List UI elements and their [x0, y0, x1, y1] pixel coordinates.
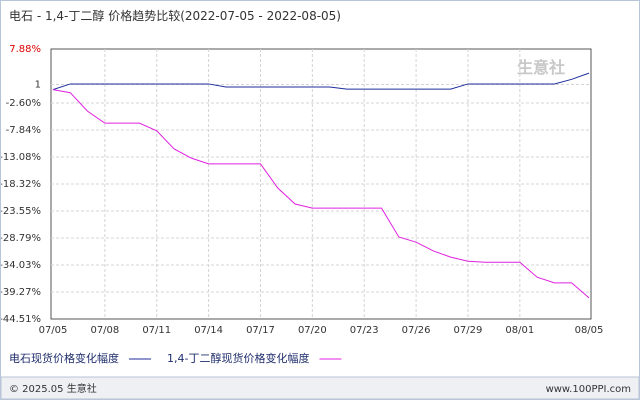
series-line	[52, 72, 590, 91]
x-tick-label: 08/01	[505, 325, 534, 336]
y-tick-label: -34.03%	[1, 260, 41, 271]
series-line	[52, 89, 590, 299]
footer-bar	[1, 376, 639, 399]
y-tick-label: -23.55%	[1, 206, 41, 217]
footer-site: www.100PPI.com	[546, 384, 631, 395]
y-tick-label: -2.60%	[6, 98, 41, 109]
legend-label: 电石现货价格变化幅度	[9, 351, 119, 365]
y-tick-label: -13.08%	[1, 152, 41, 163]
y-tick-label: -39.27%	[1, 287, 41, 298]
y-tick-label: 7.88%	[9, 44, 41, 55]
x-tick-label: 07/23	[350, 325, 379, 336]
x-tick-label: 07/20	[298, 325, 327, 336]
y-tick-label: -28.79%	[1, 233, 41, 244]
legend-label: 1,4-丁二醇现货价格变化幅度	[167, 351, 309, 365]
x-tick-label: 07/29	[454, 325, 483, 336]
chart-title: 电石 - 1,4-丁二醇 价格趋势比较(2022-07-05 - 2022-08…	[9, 8, 341, 23]
y-tick-label: -18.32%	[1, 179, 41, 190]
x-tick-label: 08/05	[575, 325, 604, 336]
x-tick-label: 07/14	[194, 325, 223, 336]
watermark: 生意社	[517, 58, 565, 77]
y-tick-label: 1	[35, 79, 41, 90]
x-tick-label: 07/26	[402, 325, 431, 336]
x-tick-label: 07/05	[39, 325, 68, 336]
x-tick-label: 07/08	[90, 325, 119, 336]
y-tick-label: -44.51%	[1, 314, 41, 325]
y-tick-label: -7.84%	[6, 125, 41, 136]
x-tick-label: 07/17	[246, 325, 275, 336]
footer-copyright: © 2025.05 生意社	[9, 382, 97, 395]
x-tick-label: 07/11	[142, 325, 171, 336]
